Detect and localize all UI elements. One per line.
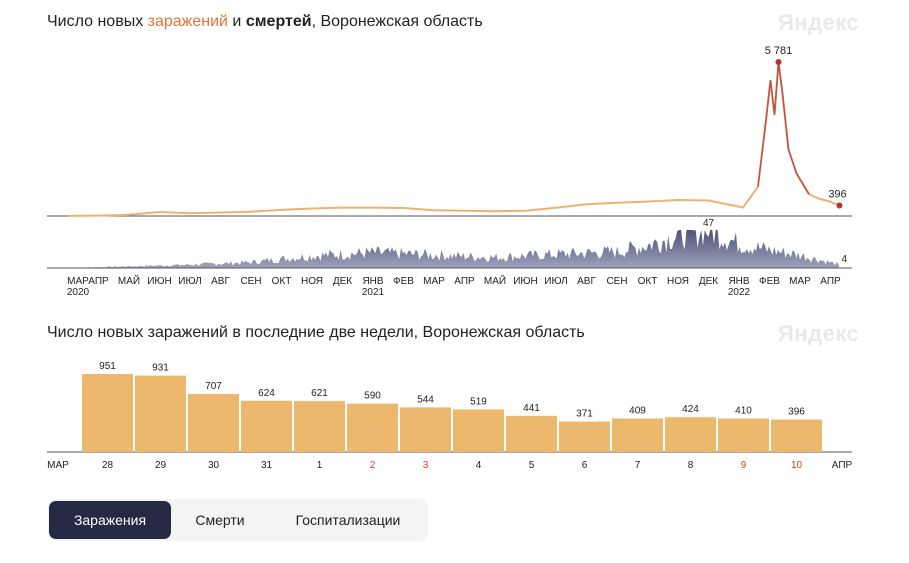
x-tick-year: 2021 — [362, 287, 385, 298]
bar-value-label: 371 — [576, 409, 593, 420]
title-deaths: смертей — [245, 13, 312, 30]
bar-day-label: 2 — [370, 460, 376, 471]
bar — [665, 417, 716, 452]
bar-day-label: 30 — [208, 460, 220, 471]
metric-tabs: Заражения Смерти Госпитализации — [48, 499, 428, 541]
x-tick-label: МАР — [423, 276, 445, 287]
x-tick-label: ФЕВ — [393, 276, 414, 287]
x-tick-label: МАЙ — [118, 274, 140, 287]
yandex-logo-2: Яндекс — [778, 321, 860, 346]
x-tick-label: НОЯ — [667, 276, 689, 287]
yandex-logo: Яндекс — [778, 10, 860, 35]
bar-month-end: АПР — [832, 460, 853, 471]
cases-last-label: 396 — [828, 188, 846, 200]
title-part1: Число новых — [47, 13, 148, 30]
bar-day-label: 4 — [476, 460, 482, 471]
bar — [135, 375, 186, 452]
bar-value-label: 424 — [682, 404, 699, 415]
bar-day-label: 3 — [423, 460, 429, 471]
bar — [559, 421, 610, 452]
tab-hospitalizations[interactable]: Госпитализации — [295, 512, 401, 528]
bar-day-label: 7 — [635, 460, 641, 471]
x-tick-label: АВГ — [577, 276, 596, 287]
bar-day-label: 1 — [317, 460, 323, 471]
x-tick-label: ИЮН — [513, 276, 538, 287]
x-tick-label: МАР — [789, 276, 811, 287]
x-tick-label: ЯНВ — [362, 276, 383, 287]
x-tick-label: АПР — [88, 276, 109, 287]
x-tick-label: ОКТ — [638, 276, 658, 287]
bar-value-label: 409 — [629, 405, 646, 416]
bar-day-label: 5 — [529, 460, 535, 471]
bar-day-label: 31 — [261, 460, 273, 471]
bar — [294, 401, 345, 452]
bar-value-label: 544 — [417, 394, 434, 405]
bar — [82, 374, 133, 452]
x-tick-label: ЯНВ — [728, 276, 749, 287]
cases-line — [67, 61, 840, 217]
cases-peak-label: 5 781 — [765, 45, 793, 57]
bar — [347, 403, 398, 452]
bar-month-start: МАР — [47, 460, 69, 471]
deaths-peak-label: 47 — [703, 218, 715, 229]
x-tick-year: 2020 — [67, 287, 90, 298]
bar-value-label: 441 — [523, 403, 540, 414]
title-part3: , Воронежская область — [311, 13, 483, 30]
cases-marker — [836, 202, 843, 209]
tab-deaths[interactable]: Смерти — [195, 512, 245, 528]
bar-day-label: 9 — [741, 460, 747, 471]
bar-value-label: 396 — [788, 407, 805, 418]
bar-day-label: 29 — [155, 460, 167, 471]
bar — [612, 418, 663, 452]
bar-value-label: 931 — [152, 363, 169, 374]
cases-peak-line — [757, 61, 810, 195]
title-part2: и — [227, 13, 246, 30]
bar-value-label: 590 — [364, 391, 381, 402]
bar-day-label: 6 — [582, 460, 588, 471]
bar-day-label: 10 — [791, 460, 803, 471]
bar-day-label: 8 — [688, 460, 694, 471]
x-tick-label: МАР — [67, 276, 89, 287]
x-tick-label: ИЮЛ — [544, 276, 567, 287]
x-tick-label: ФЕВ — [759, 276, 780, 287]
bar-day-label: 28 — [102, 460, 114, 471]
bar — [400, 407, 451, 452]
bar-value-label: 410 — [735, 405, 752, 416]
bar — [506, 415, 557, 452]
bottom-chart-title: Число новых заражений в последние две не… — [47, 324, 585, 341]
deaths-last-label: 4 — [842, 254, 848, 265]
bar — [718, 418, 769, 452]
x-tick-label: МАЙ — [484, 274, 506, 287]
x-tick-label: СЕН — [606, 276, 627, 287]
top-chart-title: Число новых заражений и смертей, Воронеж… — [47, 13, 483, 31]
x-tick-label: ДЕК — [699, 276, 718, 287]
x-tick-label: ИЮН — [147, 276, 172, 287]
x-tick-label: ОКТ — [272, 276, 292, 287]
x-tick-label: СЕН — [240, 276, 261, 287]
title-infections: заражений — [147, 13, 228, 30]
bar — [453, 409, 504, 452]
deaths-area — [68, 230, 840, 268]
bar-value-label: 519 — [470, 396, 487, 407]
bar-value-label: 707 — [205, 381, 222, 392]
bar-value-label: 951 — [99, 361, 116, 372]
x-tick-label: ИЮЛ — [178, 276, 201, 287]
bar — [241, 400, 292, 452]
x-tick-label: ДЕК — [333, 276, 352, 287]
x-tick-label: АПР — [454, 276, 475, 287]
bar — [188, 394, 239, 452]
tab-infections[interactable]: Заражения — [49, 501, 171, 539]
bar — [771, 419, 822, 452]
x-tick-label: НОЯ — [301, 276, 323, 287]
cases-marker — [775, 59, 782, 65]
bar-value-label: 624 — [258, 388, 275, 399]
x-tick-year: 2022 — [728, 287, 751, 298]
x-tick-label: АПР — [820, 276, 841, 287]
x-tick-label: АВГ — [211, 276, 230, 287]
bar-value-label: 621 — [311, 388, 328, 399]
two-week-bar-chart: 951 28 931 29 707 30 624 31 621 1 590 2 544 3 519 4 441 5… — [47, 361, 853, 471]
